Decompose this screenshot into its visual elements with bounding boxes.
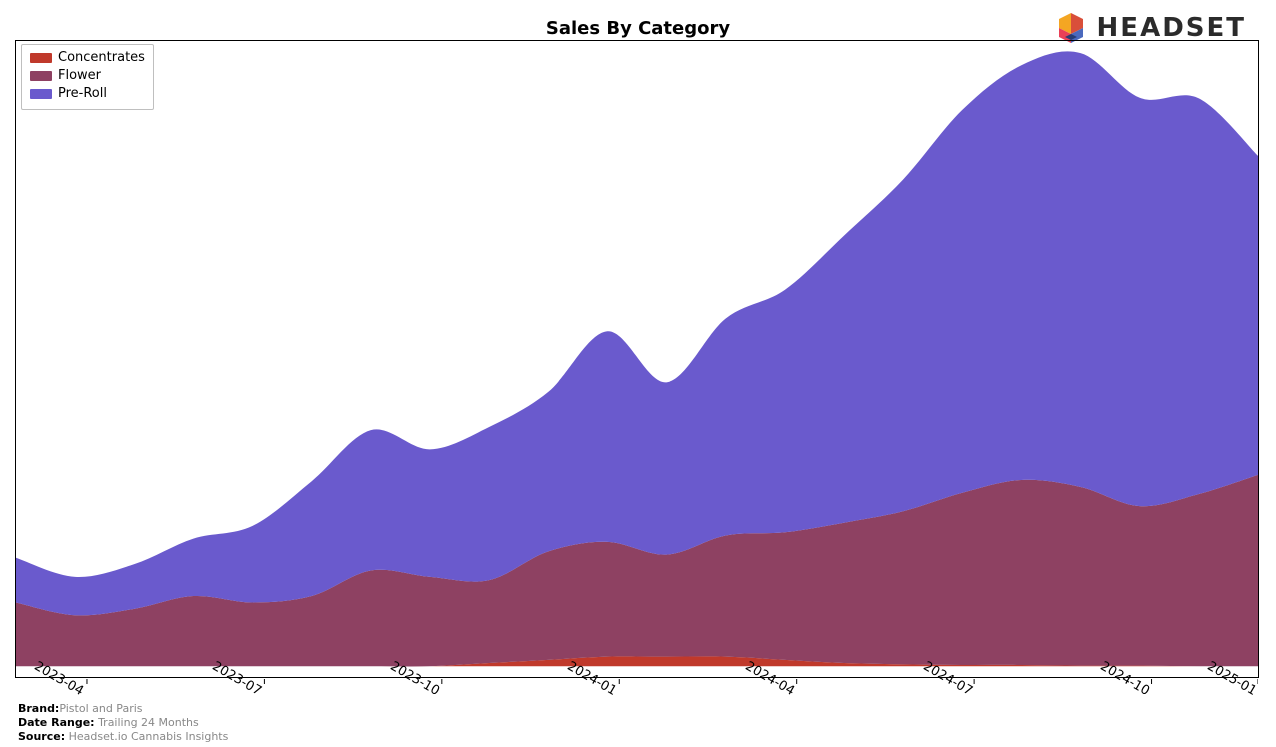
legend-item-concentrates: Concentrates	[30, 49, 145, 67]
area-chart-svg	[16, 41, 1258, 684]
meta-brand-value: Pistol and Paris	[59, 702, 142, 715]
legend: ConcentratesFlowerPre-Roll	[21, 44, 154, 110]
chart-metadata: Brand:Pistol and Paris Date Range: Trail…	[18, 702, 228, 744]
plot-area: ConcentratesFlowerPre-Roll	[15, 40, 1259, 678]
legend-label: Pre-Roll	[58, 85, 107, 103]
meta-date-range-label: Date Range:	[18, 716, 95, 729]
legend-label: Concentrates	[58, 49, 145, 67]
legend-swatch	[30, 71, 52, 81]
legend-label: Flower	[58, 67, 101, 85]
meta-date-range: Date Range: Trailing 24 Months	[18, 716, 228, 730]
legend-item-pre-roll: Pre-Roll	[30, 85, 145, 103]
figure: Sales By Category HEADSET ConcentratesFl…	[0, 0, 1276, 747]
meta-source-value: Headset.io Cannabis Insights	[69, 730, 229, 743]
meta-brand-label: Brand:	[18, 702, 59, 715]
meta-source: Source: Headset.io Cannabis Insights	[18, 730, 228, 744]
legend-swatch	[30, 89, 52, 99]
meta-source-label: Source:	[18, 730, 65, 743]
meta-date-range-value: Trailing 24 Months	[98, 716, 199, 729]
meta-brand: Brand:Pistol and Paris	[18, 702, 228, 716]
legend-item-flower: Flower	[30, 67, 145, 85]
legend-swatch	[30, 53, 52, 63]
brand-logo-text: HEADSET	[1097, 13, 1246, 43]
